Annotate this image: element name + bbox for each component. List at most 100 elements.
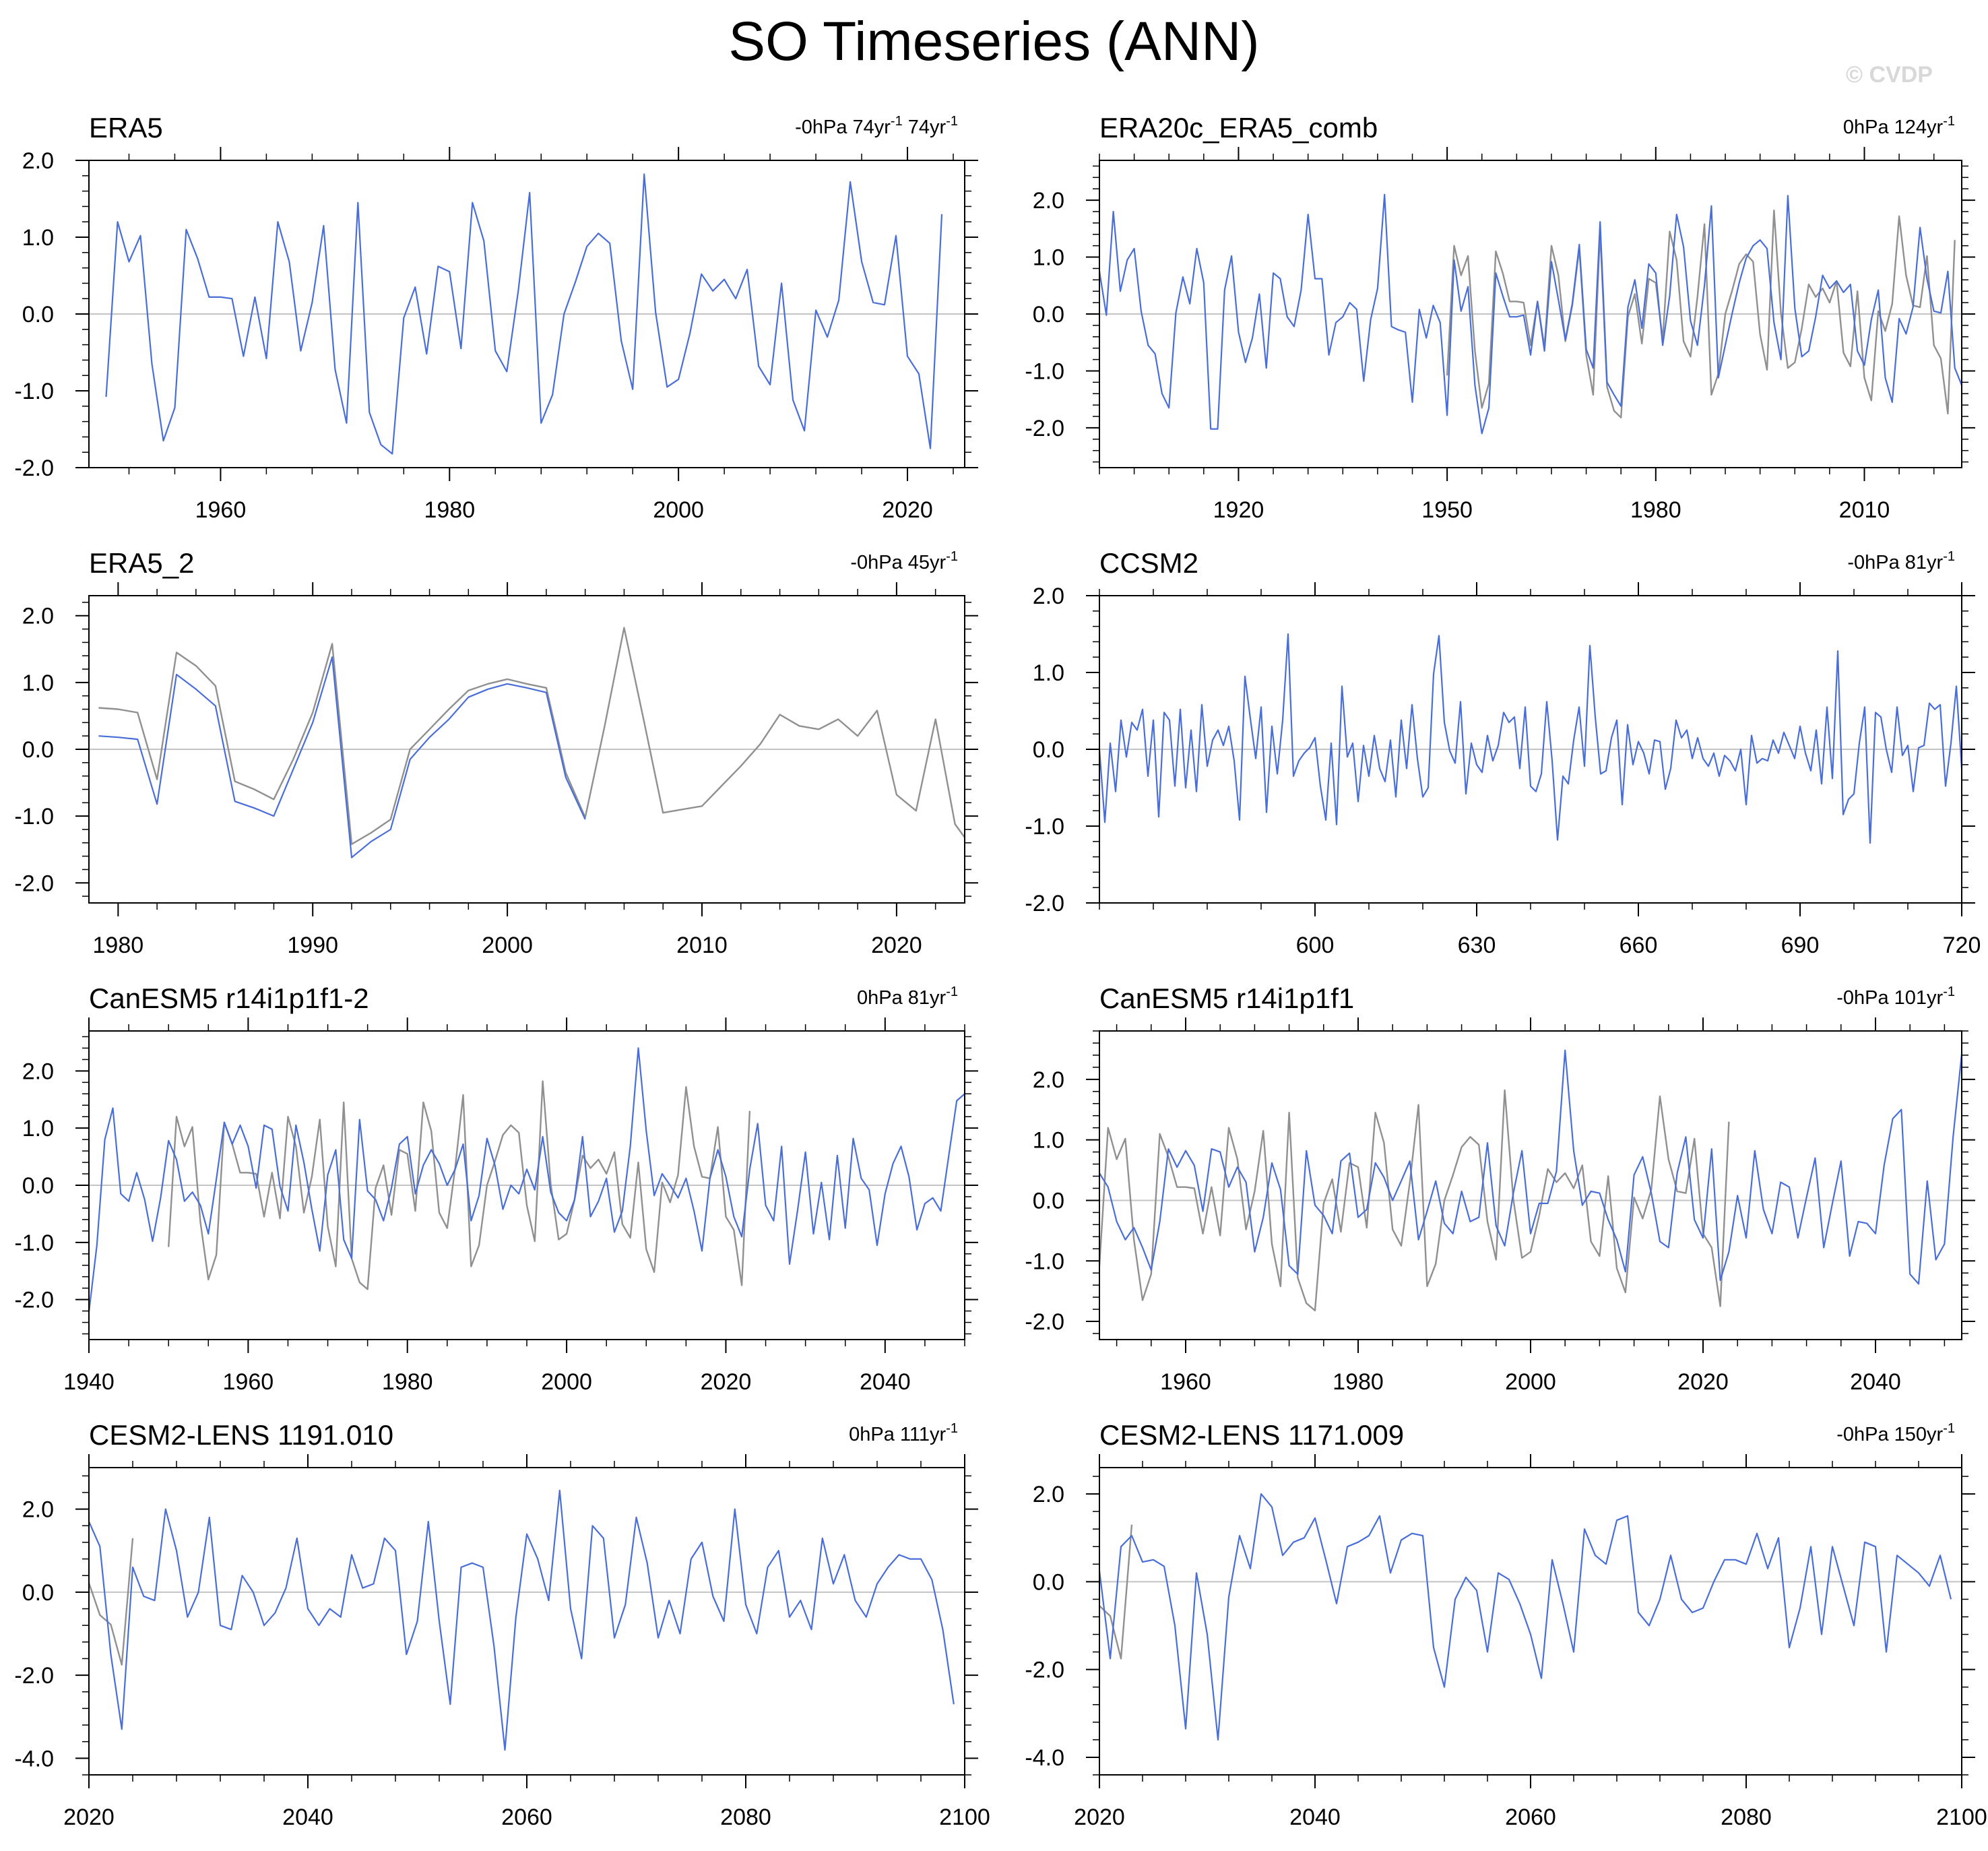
x-tick-label: 2040 bbox=[1850, 1369, 1901, 1395]
x-tick-label: 2000 bbox=[541, 1369, 592, 1395]
watermark-label: © CVDP bbox=[1846, 62, 1933, 88]
y-tick-label: 1.0 bbox=[22, 225, 54, 251]
x-tick-label: 2000 bbox=[1505, 1369, 1556, 1395]
chart-panel-6: CanESM5 r14i1p1f1 -0hPa 101yr-1 1960 1980 20… bbox=[1025, 982, 1975, 1395]
y-tick-label: -1.0 bbox=[1025, 358, 1064, 384]
model-series-line bbox=[1099, 1049, 1962, 1285]
x-tick-label: 660 bbox=[1620, 933, 1658, 958]
panel-stat: 0hPa 81yr-1 bbox=[857, 984, 958, 1009]
panel-title: CESM2-LENS 1171.009 bbox=[1099, 1419, 1404, 1451]
panel-title: ERA5 bbox=[89, 112, 163, 144]
model-series-line bbox=[1099, 1493, 1952, 1740]
page-title: SO Timeseries (ANN) bbox=[728, 11, 1260, 72]
x-tick-label: 1940 bbox=[63, 1369, 115, 1395]
model-series-line bbox=[105, 173, 943, 455]
y-tick-label: 0.0 bbox=[1033, 1188, 1064, 1214]
y-tick-label: 1.0 bbox=[1033, 660, 1064, 686]
x-tick-label: 2040 bbox=[1289, 1805, 1341, 1830]
x-tick-label: 1920 bbox=[1213, 497, 1264, 523]
chart-panel-8: CESM2-LENS 1171.009 -0hPa 150yr-1 2020 2040… bbox=[1025, 1419, 1987, 1830]
panel-title: ERA5_2 bbox=[89, 547, 194, 579]
y-tick-label: -1.0 bbox=[1025, 814, 1064, 840]
y-tick-label: -2.0 bbox=[1025, 1309, 1064, 1335]
plot-frame bbox=[1099, 1030, 1962, 1340]
y-tick-label: 1.0 bbox=[22, 670, 54, 696]
y-tick-label: 2.0 bbox=[1033, 1482, 1064, 1507]
y-tick-label: 0.0 bbox=[1033, 302, 1064, 327]
x-tick-label: 1960 bbox=[195, 497, 247, 523]
x-tick-label: 2040 bbox=[282, 1805, 333, 1830]
obs-series-line bbox=[98, 627, 965, 846]
panel-title: ERA20c_ERA5_comb bbox=[1099, 112, 1378, 144]
obs-series-line bbox=[168, 1080, 751, 1290]
x-tick-label: 1980 bbox=[1333, 1369, 1384, 1395]
obs-series-line bbox=[1446, 210, 1956, 418]
y-tick-label: 2.0 bbox=[22, 1059, 54, 1084]
obs-series-line bbox=[1099, 1524, 1133, 1660]
chart-panel-2: ERA20c_ERA5_comb 0hPa 124yr-1 1920 1950 1980… bbox=[1025, 112, 1975, 523]
plot-frame bbox=[88, 160, 965, 468]
y-tick-label: -1.0 bbox=[14, 1230, 54, 1256]
plot-frame bbox=[1099, 595, 1962, 904]
x-tick-label: 2020 bbox=[701, 1369, 752, 1395]
y-tick-label: -2.0 bbox=[1025, 891, 1064, 916]
y-tick-label: 2.0 bbox=[22, 604, 54, 629]
y-tick-label: 1.0 bbox=[22, 1116, 54, 1141]
stat-text: 0hPa 124yr bbox=[1843, 117, 1944, 138]
y-tick-label: 2.0 bbox=[22, 1497, 54, 1523]
x-tick-label: 1950 bbox=[1421, 497, 1473, 523]
y-tick-label: -2.0 bbox=[14, 456, 54, 481]
stat-text: -0hPa 45yr bbox=[850, 552, 946, 573]
stat-text: 74yr bbox=[903, 117, 947, 138]
y-tick-label: 0.0 bbox=[22, 737, 54, 763]
y-tick-label: -2.0 bbox=[1025, 1658, 1064, 1683]
y-tick-label: -4.0 bbox=[1025, 1745, 1064, 1771]
stat-text: -0hPa 81yr bbox=[1847, 552, 1943, 573]
panel-title: CanESM5 r14i1p1f1 bbox=[1099, 982, 1354, 1014]
model-series-line bbox=[89, 1489, 955, 1751]
y-tick-label: 0.0 bbox=[22, 302, 54, 327]
stat-sup: -1 bbox=[1943, 1421, 1955, 1436]
y-tick-label: -4.0 bbox=[14, 1746, 54, 1771]
x-tick-label: 2020 bbox=[882, 497, 933, 523]
y-tick-label: -2.0 bbox=[14, 1288, 54, 1313]
y-tick-label: 2.0 bbox=[22, 148, 54, 174]
plot-frame bbox=[88, 595, 965, 904]
model-series-line bbox=[98, 656, 586, 858]
stat-text: 0hPa 111yr bbox=[849, 1424, 946, 1445]
stat-text: -0hPa 74yr bbox=[795, 117, 891, 138]
y-tick-label: -1.0 bbox=[14, 804, 54, 829]
x-tick-label: 1980 bbox=[93, 933, 144, 958]
panel-stat: -0hPa 81yr-1 bbox=[1847, 549, 1955, 573]
y-tick-label: 2.0 bbox=[1033, 584, 1064, 609]
x-tick-label: 2100 bbox=[1936, 1805, 1987, 1830]
stat-text: 0hPa 81yr bbox=[857, 987, 947, 1009]
x-tick-label: 2000 bbox=[653, 497, 704, 523]
y-tick-label: 0.0 bbox=[1033, 1569, 1064, 1595]
x-tick-label: 600 bbox=[1296, 933, 1335, 958]
y-tick-label: -2.0 bbox=[14, 1663, 54, 1689]
x-tick-label: 690 bbox=[1781, 933, 1820, 958]
stat-sup: -1 bbox=[946, 1421, 958, 1436]
panel-title: CanESM5 r14i1p1f1-2 bbox=[89, 982, 369, 1014]
x-tick-label: 2060 bbox=[501, 1805, 552, 1830]
x-tick-label: 2010 bbox=[676, 933, 728, 958]
x-tick-label: 1960 bbox=[1160, 1369, 1211, 1395]
y-tick-label: 0.0 bbox=[1033, 737, 1064, 763]
x-tick-label: 1990 bbox=[287, 933, 338, 958]
x-tick-label: 2080 bbox=[720, 1805, 771, 1830]
x-tick-label: 2060 bbox=[1505, 1805, 1556, 1830]
panel-stat: -0hPa 101yr-1 bbox=[1836, 984, 1955, 1009]
x-tick-label: 2020 bbox=[871, 933, 922, 958]
x-tick-label: 2000 bbox=[482, 933, 533, 958]
chart-panel-4: CCSM2 -0hPa 81yr-1 600 630 660 690 720 2.0 1.0 0.… bbox=[1025, 547, 1981, 958]
x-tick-label: 2020 bbox=[1074, 1805, 1125, 1830]
obs-series-line bbox=[89, 1538, 134, 1666]
x-tick-label: 1980 bbox=[1630, 497, 1681, 523]
y-tick-label: 2.0 bbox=[1033, 1067, 1064, 1093]
y-tick-label: 1.0 bbox=[1033, 1128, 1064, 1154]
model-series-line bbox=[89, 1047, 965, 1313]
stat-text: -0hPa 101yr bbox=[1836, 987, 1943, 1009]
